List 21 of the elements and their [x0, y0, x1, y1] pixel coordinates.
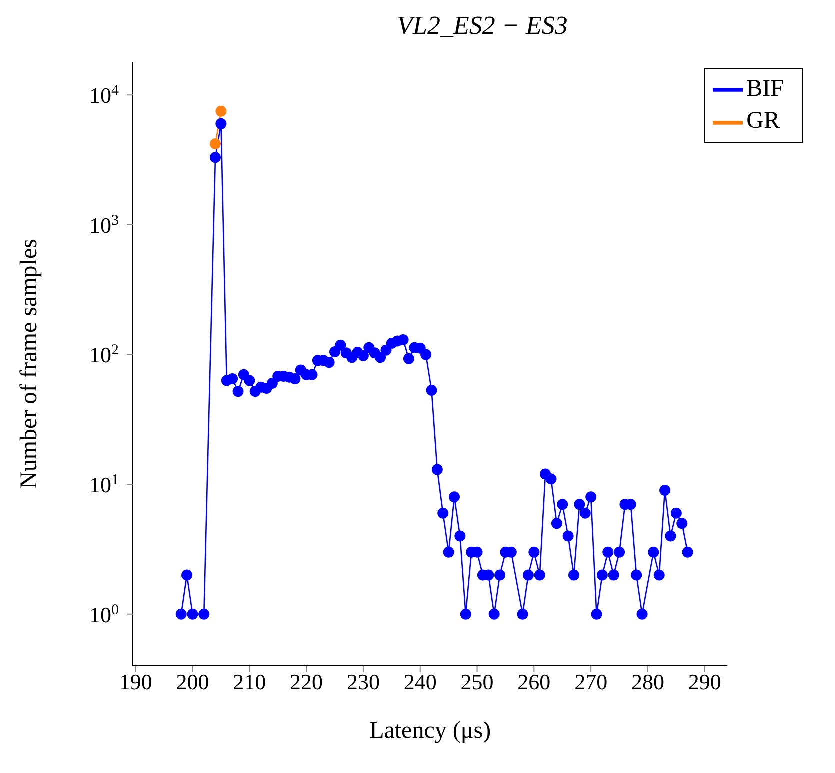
legend-label: BIF — [746, 76, 784, 102]
x-tick-label: 220 — [290, 670, 324, 695]
y-tick-label: 10$^{0}$ — [90, 602, 119, 628]
x-tick-label: 190 — [119, 670, 152, 695]
y-tick-label: 10$^{2}$ — [90, 342, 119, 368]
x-tick-label: 210 — [233, 670, 266, 695]
y-tick-label: 10$^{4}$ — [90, 83, 120, 108]
x-tick-label: 290 — [688, 670, 722, 695]
x-tick-label: 280 — [631, 670, 664, 695]
x-axis-title: Latency (μs) — [370, 718, 492, 744]
y-tick-label: 10$^{1}$ — [90, 472, 119, 498]
x-tick-label: 250 — [460, 670, 494, 695]
y-tick-label: 10$^{3}$ — [90, 212, 119, 238]
legend-label: GR — [746, 108, 780, 134]
x-tick-label: 260 — [518, 670, 551, 695]
x-tick-label: 200 — [176, 670, 210, 695]
x-tick-label: 230 — [346, 670, 380, 695]
x-tick-label: 240 — [404, 670, 437, 695]
chart-title: VL2_ES2 − ES3 — [396, 10, 569, 42]
x-tick-label: 270 — [574, 670, 608, 695]
y-axis-title: Number of frame samples — [16, 239, 43, 489]
